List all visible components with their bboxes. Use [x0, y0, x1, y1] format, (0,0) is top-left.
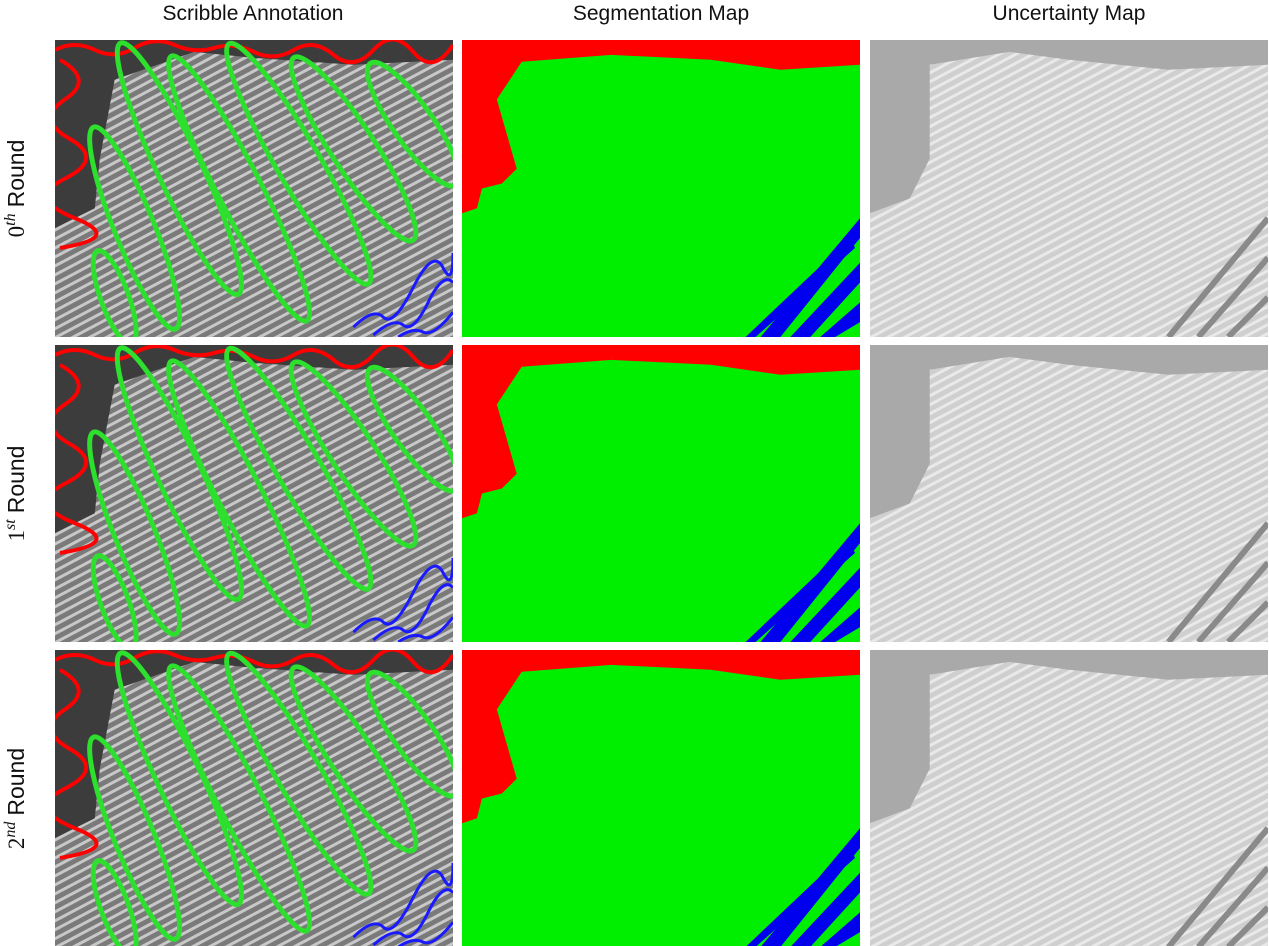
row-word: Round: [3, 140, 29, 208]
column-headers: Scribble Annotation Segmentation Map Unc…: [163, 2, 1146, 25]
scribble-annotation-image: [47, 33, 472, 349]
row-number: 1: [4, 530, 29, 542]
row-word: Round: [3, 748, 29, 816]
row-suffix: th: [2, 213, 19, 225]
column-header: Scribble Annotation: [163, 2, 344, 25]
uncertainty-map-image: [870, 650, 1268, 946]
segmentation-map-image: [462, 40, 860, 337]
column-header: Segmentation Map: [573, 2, 749, 25]
column-header: Uncertainty Map: [993, 2, 1146, 25]
segmentation-map-image: [462, 650, 860, 946]
row-suffix: nd: [2, 821, 19, 838]
scribble-annotation-image: [47, 643, 472, 946]
row-label: 1st Round: [2, 446, 29, 542]
uncertainty-map-image: [870, 40, 1268, 337]
row-label: 2nd Round: [2, 748, 29, 849]
segmentation-map-image: [462, 345, 860, 642]
scribble-annotation-image: [47, 338, 472, 654]
row-word: Round: [3, 446, 29, 514]
row-number: 2: [4, 838, 29, 850]
row-label: 0th Round: [2, 140, 29, 238]
panels: [47, 33, 1268, 946]
row-suffix: st: [2, 519, 19, 530]
uncertainty-map-image: [870, 345, 1268, 642]
row-number: 0: [4, 226, 29, 238]
